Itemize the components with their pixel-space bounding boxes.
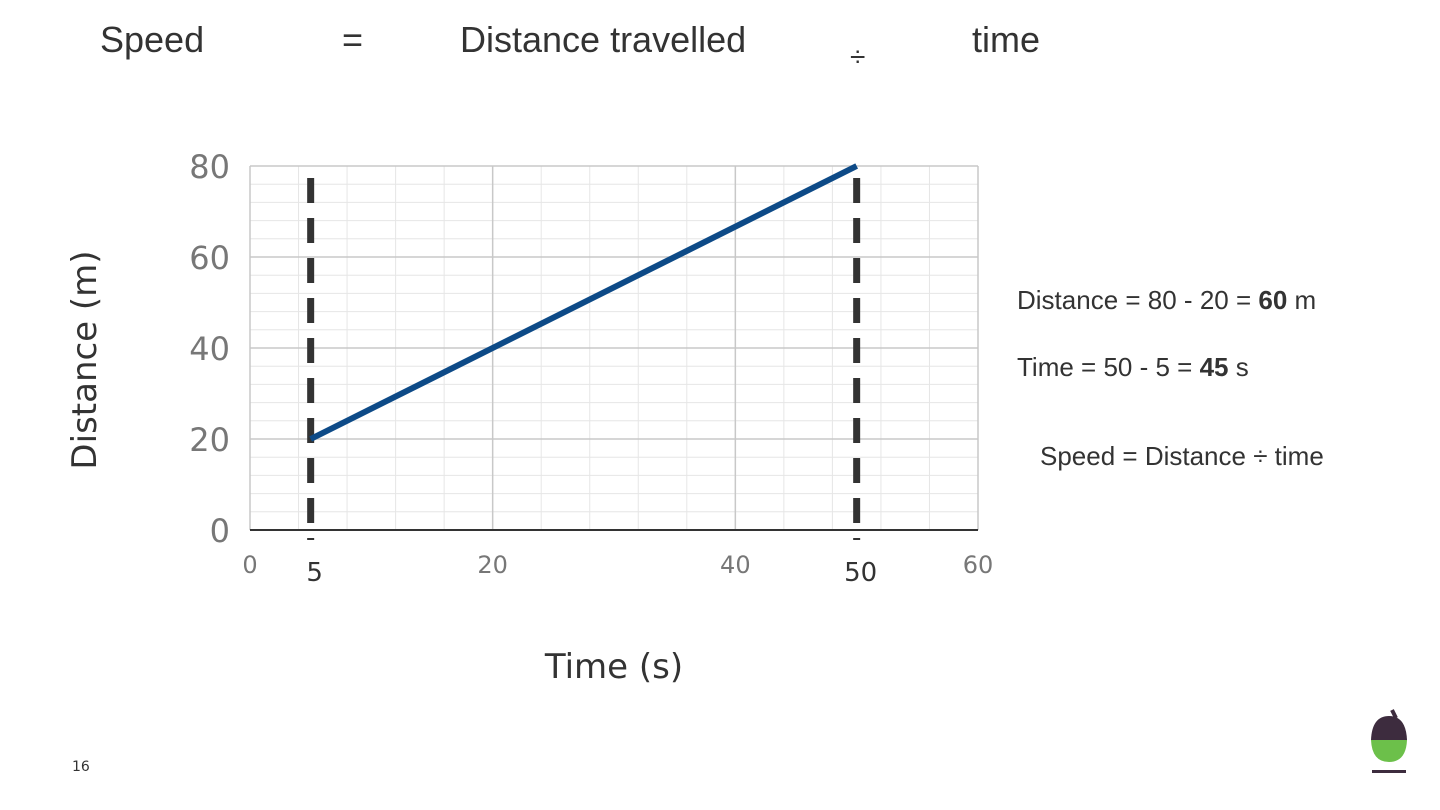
note-unit: m bbox=[1287, 285, 1316, 315]
y-tick-label: 40 bbox=[189, 330, 230, 368]
note-speed: Speed = Distance ÷ time bbox=[1040, 441, 1324, 471]
note-text: Distance = 80 - 20 = bbox=[1017, 285, 1258, 315]
note-distance: Distance = 80 - 20 = 60 m bbox=[1017, 285, 1316, 315]
header-quantity: Distance travelled bbox=[460, 19, 746, 60]
note-text: Time = 50 - 5 = bbox=[1017, 352, 1200, 382]
note-unit: s bbox=[1228, 352, 1248, 382]
y-axis-label: Distance (m) bbox=[65, 250, 105, 469]
logo-base bbox=[1372, 770, 1406, 773]
logo-nut bbox=[1371, 740, 1407, 762]
chart: 0 20 40 60 80 0 20 40 60 Distance (m) Time (s) 5 50 bbox=[65, 148, 993, 687]
y-tick-label: 80 bbox=[189, 148, 230, 186]
logo bbox=[1371, 709, 1407, 773]
note-result: 45 bbox=[1200, 352, 1229, 382]
x-axis-label: Time (s) bbox=[544, 647, 683, 687]
y-tick-label: 20 bbox=[189, 421, 230, 459]
header-equals: = bbox=[342, 19, 363, 60]
page-number: 16 bbox=[72, 759, 90, 775]
header-speed: Speed bbox=[100, 19, 204, 60]
logo-cap bbox=[1371, 716, 1407, 740]
marker-label: 50 bbox=[844, 558, 877, 588]
data-line bbox=[309, 163, 859, 442]
x-tick-label: 20 bbox=[477, 551, 508, 579]
x-tick-label: 60 bbox=[963, 551, 994, 579]
y-tick-label: 0 bbox=[210, 512, 230, 550]
x-tick-label: 0 bbox=[242, 551, 257, 579]
y-tick-label: 60 bbox=[189, 239, 230, 277]
header-divide: ÷ bbox=[850, 41, 865, 72]
header-time: time bbox=[972, 19, 1040, 60]
marker-label: 5 bbox=[306, 558, 323, 588]
note-time: Time = 50 - 5 = 45 s bbox=[1017, 352, 1249, 382]
x-tick-label: 40 bbox=[720, 551, 751, 579]
note-result: 60 bbox=[1258, 285, 1287, 315]
logo-stem bbox=[1390, 709, 1398, 719]
